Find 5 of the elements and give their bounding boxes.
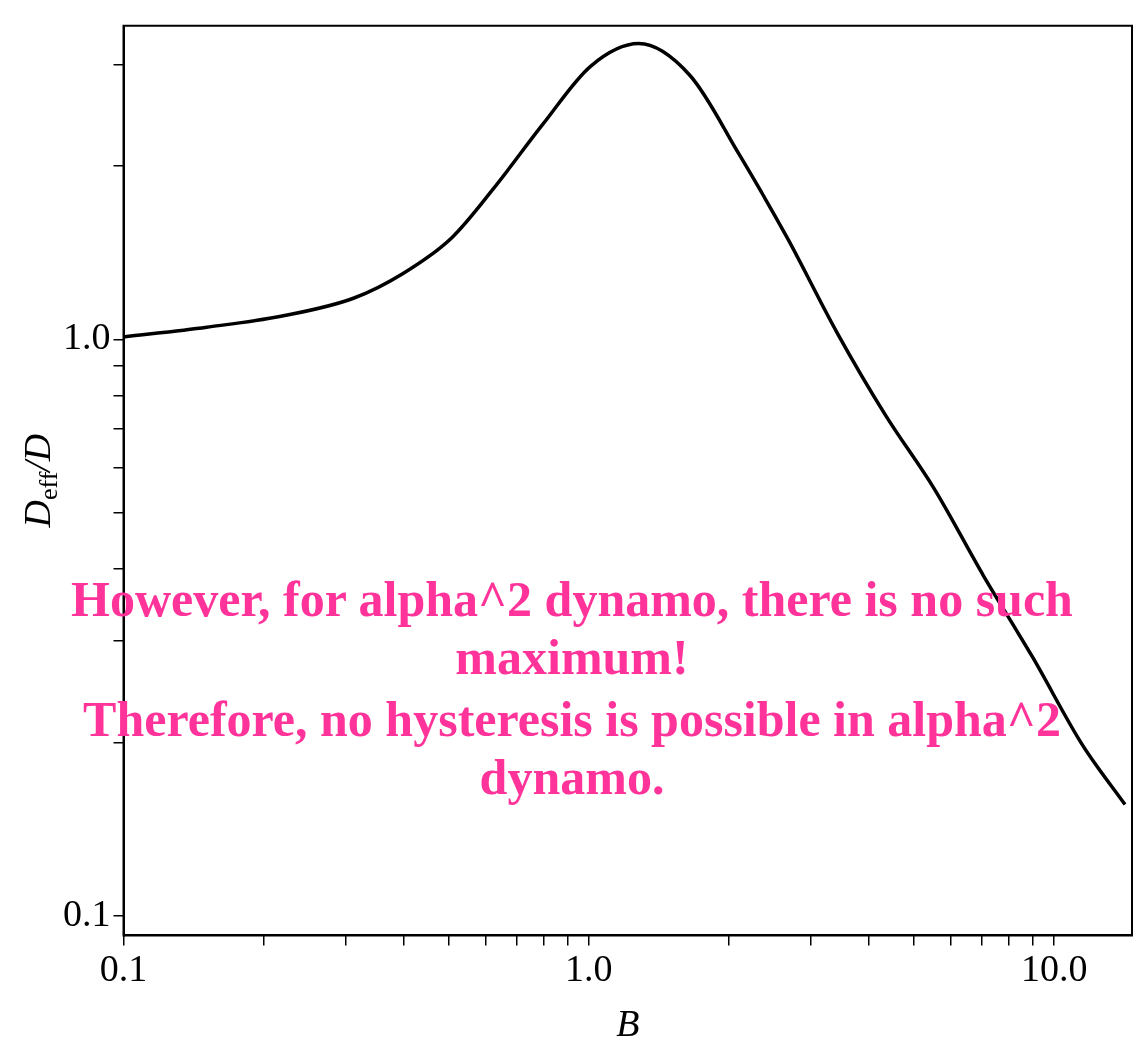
x-axis-title: B [616, 1001, 640, 1044]
x-tick-label: 10.0 [1020, 947, 1088, 990]
x-tick-label: 1.0 [565, 947, 613, 990]
x-tick-label: 0.1 [99, 947, 148, 990]
y-axis-title: Deff/D [15, 433, 63, 529]
